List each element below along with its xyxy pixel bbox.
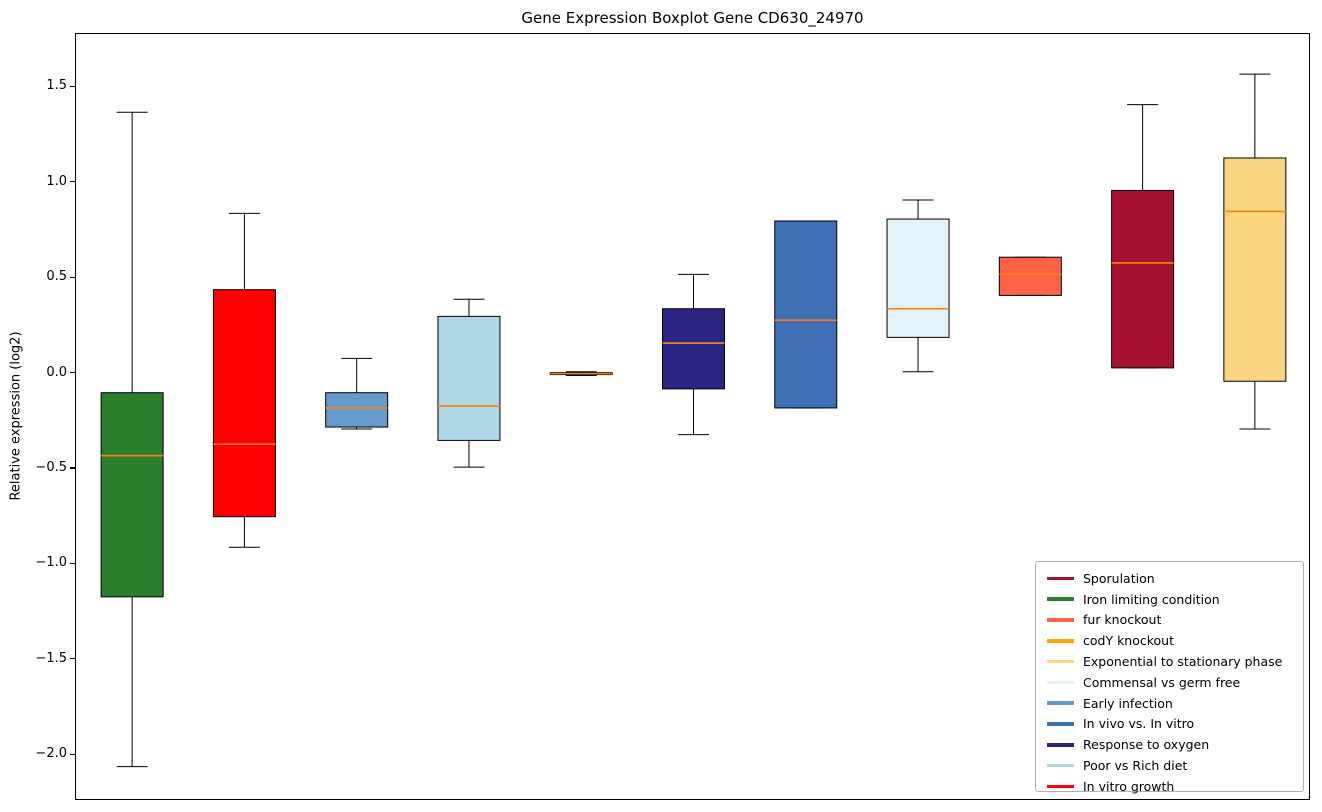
y-tick-mark [70,372,75,374]
y-tick-mark [70,467,75,469]
box [662,308,725,390]
y-tick-label: −2.0 [35,746,67,762]
legend-swatch [1047,597,1074,601]
box [774,220,838,409]
boxplot-11 [1223,73,1287,430]
legend-item: Response to oxygen [1047,734,1303,755]
legend-item: Poor vs Rich diet [1047,755,1303,776]
y-tick-mark [70,562,75,564]
boxplot-1 [100,111,164,768]
box [1223,157,1287,382]
box [886,218,950,338]
legend-item: codY knockout [1047,630,1303,651]
legend-label: In vitro growth [1083,778,1175,794]
y-tick-label: 0.0 [46,364,67,380]
boxplot-10 [1111,104,1175,369]
boxplot-3 [325,357,389,430]
y-axis-label: Relative expression (log2) [8,331,24,501]
boxplot-svg [100,73,1287,768]
y-tick-mark [70,85,75,87]
boxplot-6 [662,273,725,436]
legend-label: fur knockout [1083,612,1162,628]
box [100,392,164,598]
boxplot-7 [774,220,838,409]
y-tick-label: −0.5 [35,460,67,475]
y-tick-label: −1.5 [35,650,67,666]
box [325,392,389,428]
y-tick-label: −1.0 [35,555,67,571]
box [1111,189,1175,369]
legend-item: In vivo vs. In vitro [1047,714,1303,735]
legend-swatch [1047,639,1074,643]
legend-item: In vitro growth [1047,776,1303,797]
legend-swatch [1047,722,1074,726]
y-tick-label: 1.5 [46,78,67,94]
legend-swatch [1047,576,1074,581]
y-tick-mark [70,658,75,660]
legend-swatch [1047,743,1074,747]
legend-swatch [1047,763,1074,768]
legend-label: Commensal vs germ free [1083,674,1241,690]
y-tick-label: 1.0 [46,173,67,189]
box [437,315,501,441]
legend-label: Sporulation [1083,570,1155,586]
legend-items: Sporulation Iron limiting condition fur kn… [1047,568,1303,797]
legend-label: Poor vs Rich diet [1083,758,1188,774]
boxplot-4 [437,298,501,468]
legend-label: Response to oxygen [1083,737,1210,753]
legend: Sporulation Iron limiting condition fur kn… [1035,561,1304,794]
y-tick-mark [70,181,75,183]
legend-swatch [1047,618,1074,622]
legend-label: In vivo vs. In vitro [1083,716,1195,732]
chart-title: Gene Expression Boxplot Gene CD630_24970 [521,9,864,27]
legend-swatch [1047,784,1074,789]
legend-swatch [1047,680,1074,685]
legend-item: Sporulation [1047,568,1303,589]
legend-swatch [1047,659,1074,664]
y-tick-label: 0.5 [46,269,67,285]
box [212,289,276,518]
legend-label: Iron limiting condition [1083,591,1220,607]
legend-label: codY knockout [1083,633,1175,649]
legend-item: Early infection [1047,693,1303,714]
y-tick-mark [70,276,75,278]
boxplot-5 [549,371,613,377]
plot-area [75,33,1310,800]
boxplot-2 [212,212,276,548]
legend-label: Early infection [1083,695,1173,711]
legend-item: Exponential to stationary phase [1047,651,1303,672]
legend-swatch [1047,701,1074,705]
legend-label: Exponential to stationary phase [1083,654,1283,670]
legend-item: Iron limiting condition [1047,589,1303,610]
y-tick-mark [70,753,75,755]
box [998,256,1062,296]
legend-item: Commensal vs germ free [1047,672,1303,693]
boxplot-8 [886,199,950,373]
boxplot-9 [998,256,1062,296]
legend-item: fur knockout [1047,610,1303,631]
